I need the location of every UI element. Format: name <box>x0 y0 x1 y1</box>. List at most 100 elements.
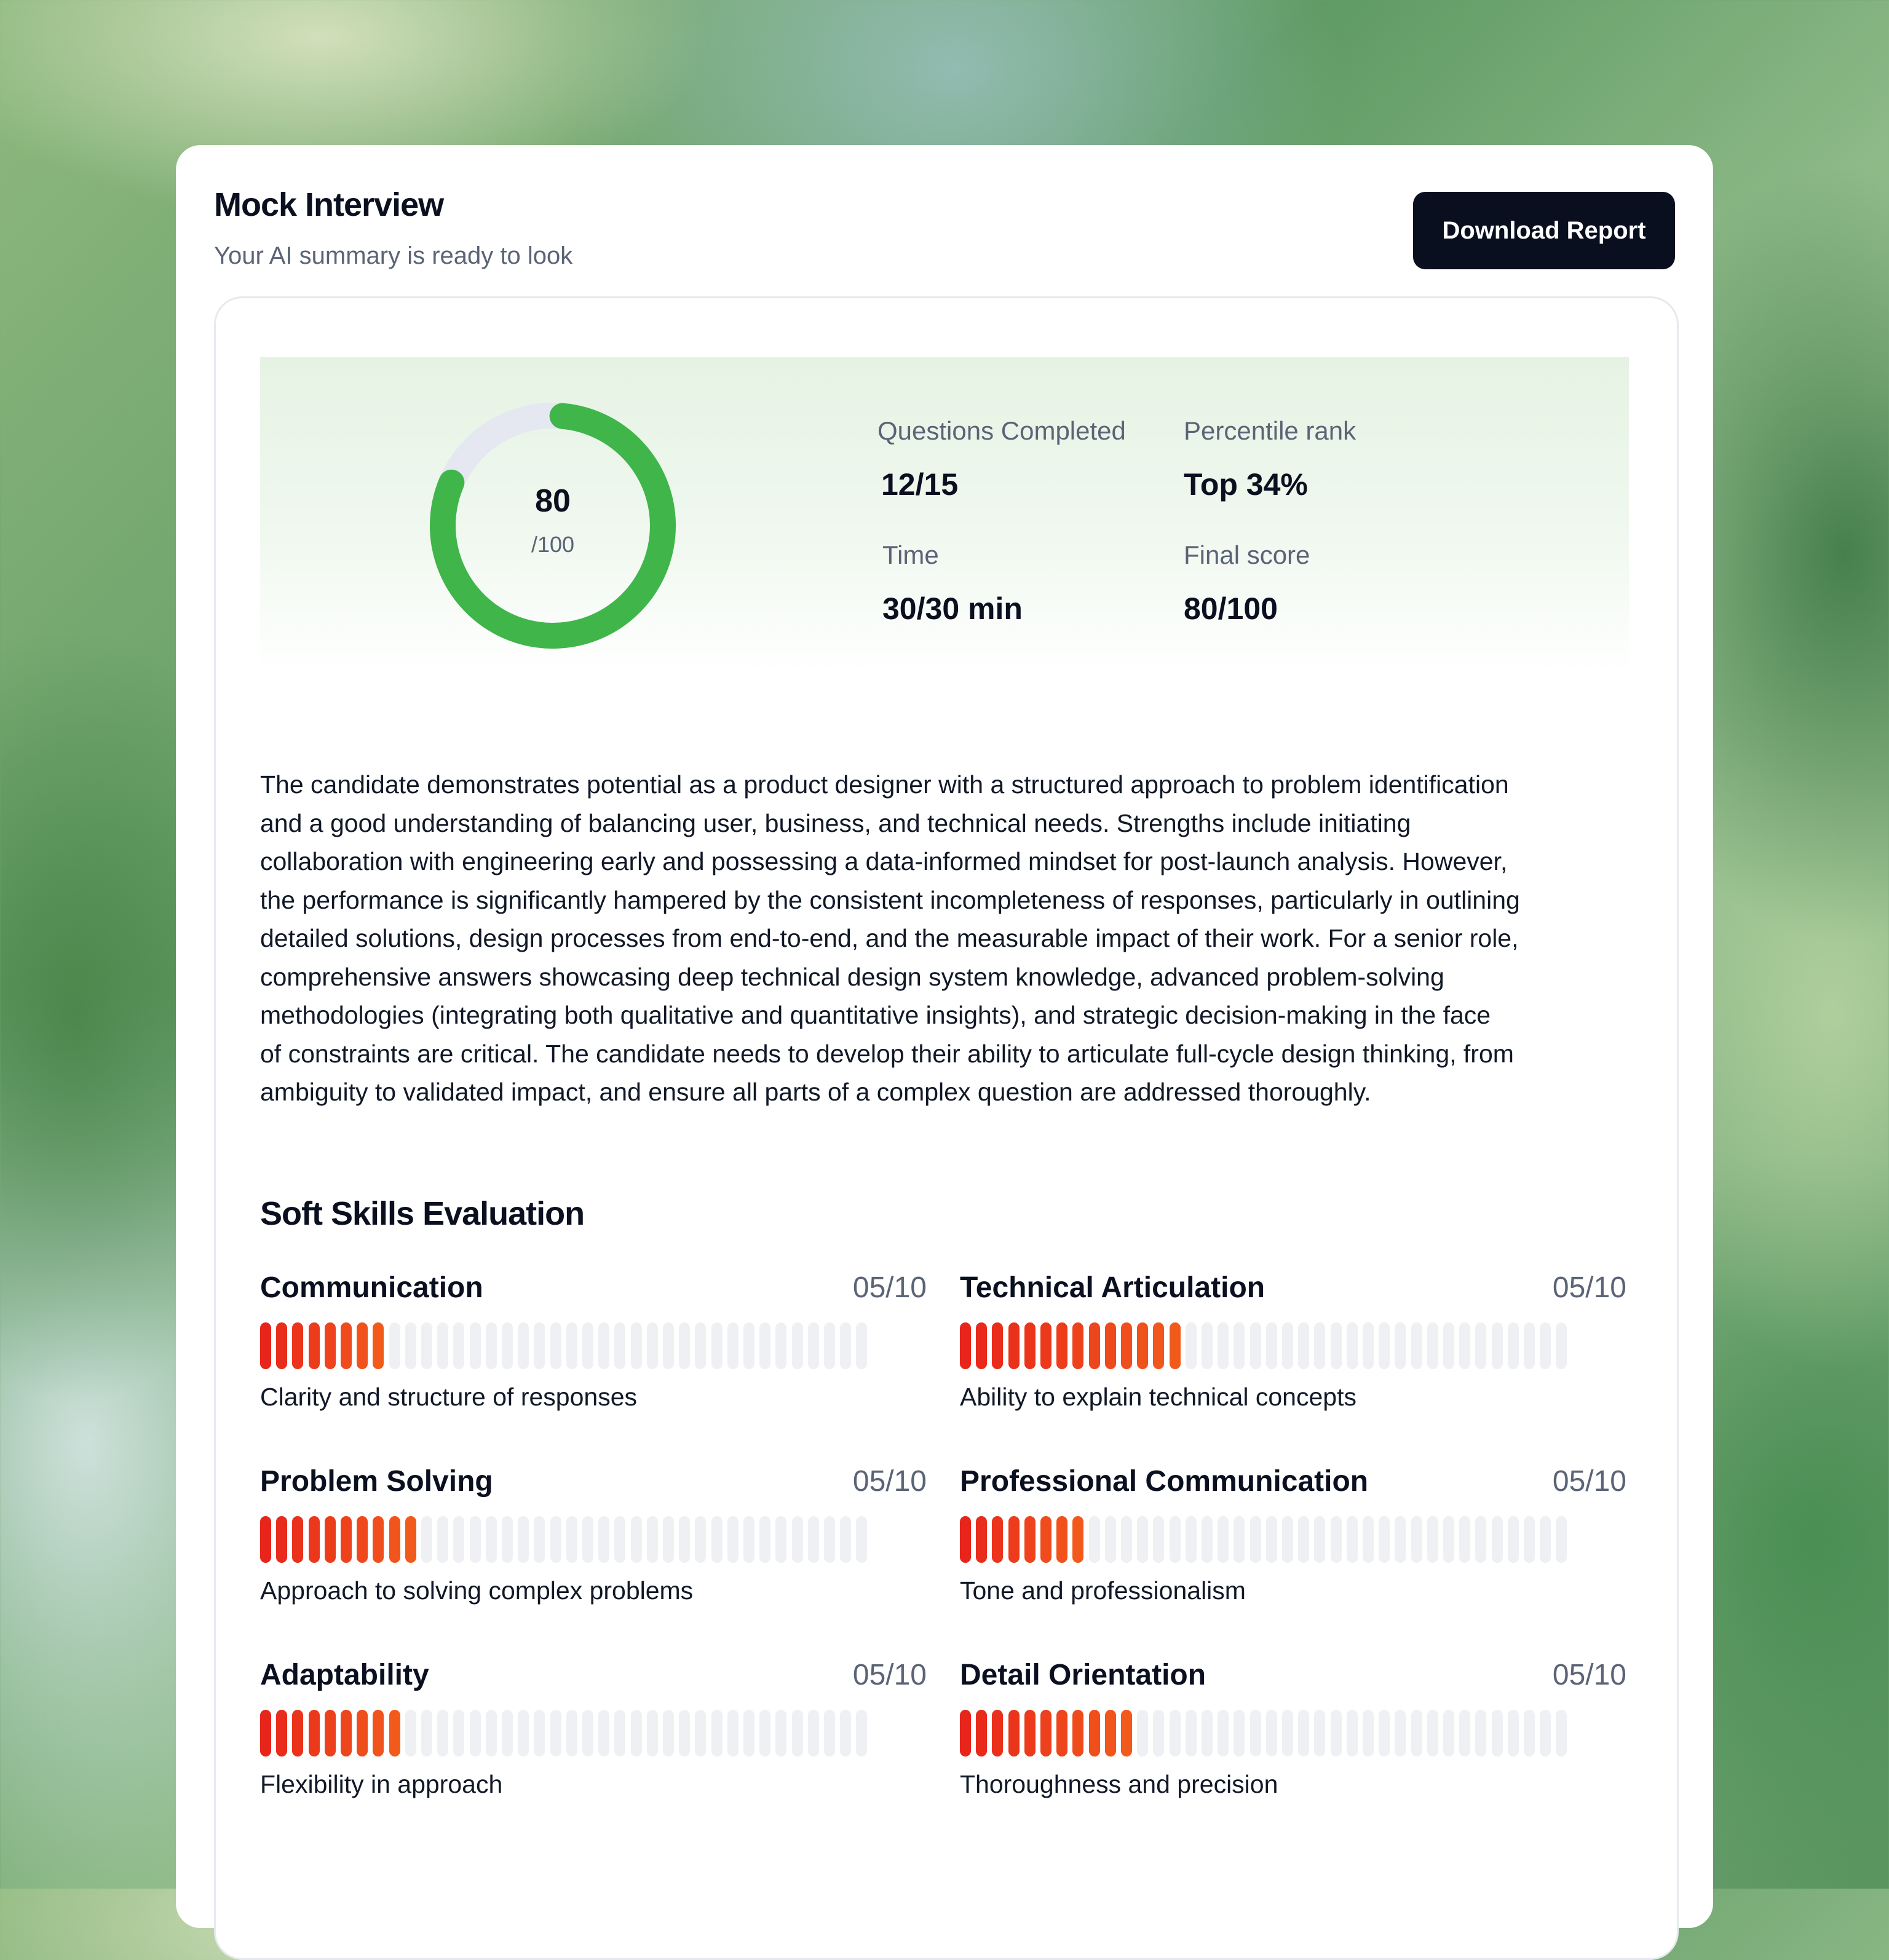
stat-label: Questions Completed <box>877 416 1126 445</box>
skill-bar-segment-empty <box>1330 1516 1342 1563</box>
skill-adaptability: Adaptability 05/10 Flexibility in approa… <box>260 1658 927 1818</box>
skill-bar-segment-empty <box>518 1710 529 1756</box>
skill-bar-segment-filled <box>1040 1710 1051 1756</box>
stat-questions-completed: Questions Completed 12/15 <box>877 416 1126 502</box>
skill-bar-segment-filled <box>373 1516 384 1563</box>
skill-bar-segment-empty <box>1202 1322 1213 1369</box>
skill-bar-segment-filled <box>1088 1710 1100 1756</box>
skill-bar-segment-empty <box>1282 1710 1293 1756</box>
skill-bar-segment-empty <box>1153 1516 1165 1563</box>
skill-bar-segment-filled <box>324 1322 336 1369</box>
skill-bar-segment-empty <box>614 1710 626 1756</box>
skill-bar-segment-filled <box>324 1516 336 1563</box>
skill-bar-segment-filled <box>1104 1322 1116 1369</box>
skill-bar-segment-filled <box>324 1710 336 1756</box>
skill-bar-segment-filled <box>1024 1322 1036 1369</box>
skill-score: 05/10 <box>1552 1659 1626 1691</box>
skill-bar-segment-empty <box>824 1710 835 1756</box>
skill-bar-segment-empty <box>1427 1710 1438 1756</box>
skill-bar-segment-filled <box>292 1322 304 1369</box>
skill-bar-segment-empty <box>1153 1710 1165 1756</box>
skill-technical-articulation: Technical Articulation 05/10 Ability to … <box>960 1271 1626 1431</box>
skill-bar-segment-filled <box>1072 1710 1084 1756</box>
skill-bar-segment-empty <box>1185 1710 1197 1756</box>
skill-bar-segment-empty <box>1346 1516 1358 1563</box>
skill-bar-segment-empty <box>598 1710 610 1756</box>
skill-bar-segment-filled <box>1008 1516 1020 1563</box>
skill-bar-segment-empty <box>791 1322 803 1369</box>
skill-detail-orientation: Detail Orientation 05/10 Thoroughness an… <box>960 1658 1626 1818</box>
summary-line: comprehensive answers showcasing deep te… <box>260 962 1444 991</box>
skill-bar-segment-empty <box>630 1516 642 1563</box>
skill-bar-segment-empty <box>534 1516 545 1563</box>
skill-bar-segment-empty <box>711 1322 723 1369</box>
skill-bar-segment-empty <box>1314 1322 1326 1369</box>
skill-bar-segment-filled <box>1169 1322 1181 1369</box>
download-report-button[interactable]: Download Report <box>1413 192 1675 269</box>
skill-bar-segment-empty <box>421 1322 432 1369</box>
skill-bar-segment-empty <box>807 1710 819 1756</box>
skill-bar-segment-empty <box>405 1322 416 1369</box>
summary-line: collaboration with engineering early and… <box>260 847 1508 875</box>
skill-bar-segment-empty <box>1298 1516 1310 1563</box>
skill-bar-segment-empty <box>1379 1322 1390 1369</box>
skill-bar-segment-filled <box>1040 1322 1051 1369</box>
skill-bar-segment-empty <box>1363 1322 1374 1369</box>
skill-bar-segment-empty <box>1234 1322 1245 1369</box>
skill-communication: Communication 05/10 Clarity and structur… <box>260 1271 927 1431</box>
skill-bar-segment-empty <box>1507 1322 1519 1369</box>
skill-bar-segment-filled <box>976 1516 988 1563</box>
skill-bar-segment-filled <box>308 1322 320 1369</box>
skill-bar <box>960 1322 1575 1369</box>
skill-bar-segment-empty <box>1185 1516 1197 1563</box>
skill-bar-segment-filled <box>276 1710 288 1756</box>
skill-bar-segment-empty <box>1379 1710 1390 1756</box>
skill-score: 05/10 <box>852 1271 927 1304</box>
skill-description: Tone and professionalism <box>960 1576 1246 1605</box>
skill-bar-segment-empty <box>1540 1710 1551 1756</box>
skill-bar-segment-empty <box>1363 1516 1374 1563</box>
skill-bar-segment-empty <box>1507 1710 1519 1756</box>
stat-label: Final score <box>1184 540 1310 569</box>
skill-bar-segment-filled <box>292 1516 304 1563</box>
skill-bar-segment-empty <box>1265 1710 1277 1756</box>
summary-line: detailed solutions, design processes fro… <box>260 924 1519 952</box>
skill-bar-segment-empty <box>566 1516 577 1563</box>
skill-bar-segment-empty <box>791 1710 803 1756</box>
skill-bar-segment-empty <box>775 1710 787 1756</box>
skill-description: Ability to explain technical concepts <box>960 1383 1356 1411</box>
skill-bar-segment-empty <box>502 1516 513 1563</box>
skill-bar-segment-empty <box>550 1710 561 1756</box>
skill-bar-segment-empty <box>727 1516 739 1563</box>
skill-name: Adaptability <box>260 1659 429 1691</box>
interview-summary-card: Mock Interview Your AI summary is ready … <box>176 145 1713 1960</box>
skill-name: Detail Orientation <box>960 1659 1206 1691</box>
skill-bar-segment-empty <box>1395 1322 1406 1369</box>
skill-bar-segment-empty <box>1282 1516 1293 1563</box>
skill-score: 05/10 <box>1552 1271 1626 1304</box>
skill-bar-segment-empty <box>1524 1516 1535 1563</box>
skill-bar-segment-empty <box>1137 1516 1149 1563</box>
skill-bar-segment-empty <box>1443 1322 1454 1369</box>
skill-bar-segment-empty <box>711 1516 723 1563</box>
skill-bar-segment-empty <box>856 1322 868 1369</box>
skill-bar-segment-empty <box>1121 1516 1132 1563</box>
skill-bar-segment-filled <box>1056 1322 1068 1369</box>
skill-bar-segment-empty <box>1379 1516 1390 1563</box>
skill-bar-segment-filled <box>960 1710 971 1756</box>
stat-label: Percentile rank <box>1184 416 1356 445</box>
skill-bar-segment-empty <box>856 1710 868 1756</box>
skill-bar-segment-empty <box>743 1322 754 1369</box>
skill-bar-segment-empty <box>1346 1710 1358 1756</box>
summary-line: ambiguity to validated impact, and ensur… <box>260 1078 1371 1106</box>
skill-bar-segment-empty <box>469 1516 481 1563</box>
skill-bar-segment-empty <box>711 1710 723 1756</box>
skill-bar-segment-empty <box>1169 1516 1181 1563</box>
skill-bar-segment-empty <box>840 1322 852 1369</box>
skill-bar-segment-empty <box>1330 1322 1342 1369</box>
score-max: /100 <box>531 532 575 557</box>
skill-bar-segment-empty <box>759 1516 771 1563</box>
skill-bar-segment-empty <box>502 1322 513 1369</box>
score-ring-fill <box>430 403 676 649</box>
skill-description: Approach to solving complex problems <box>260 1576 694 1605</box>
